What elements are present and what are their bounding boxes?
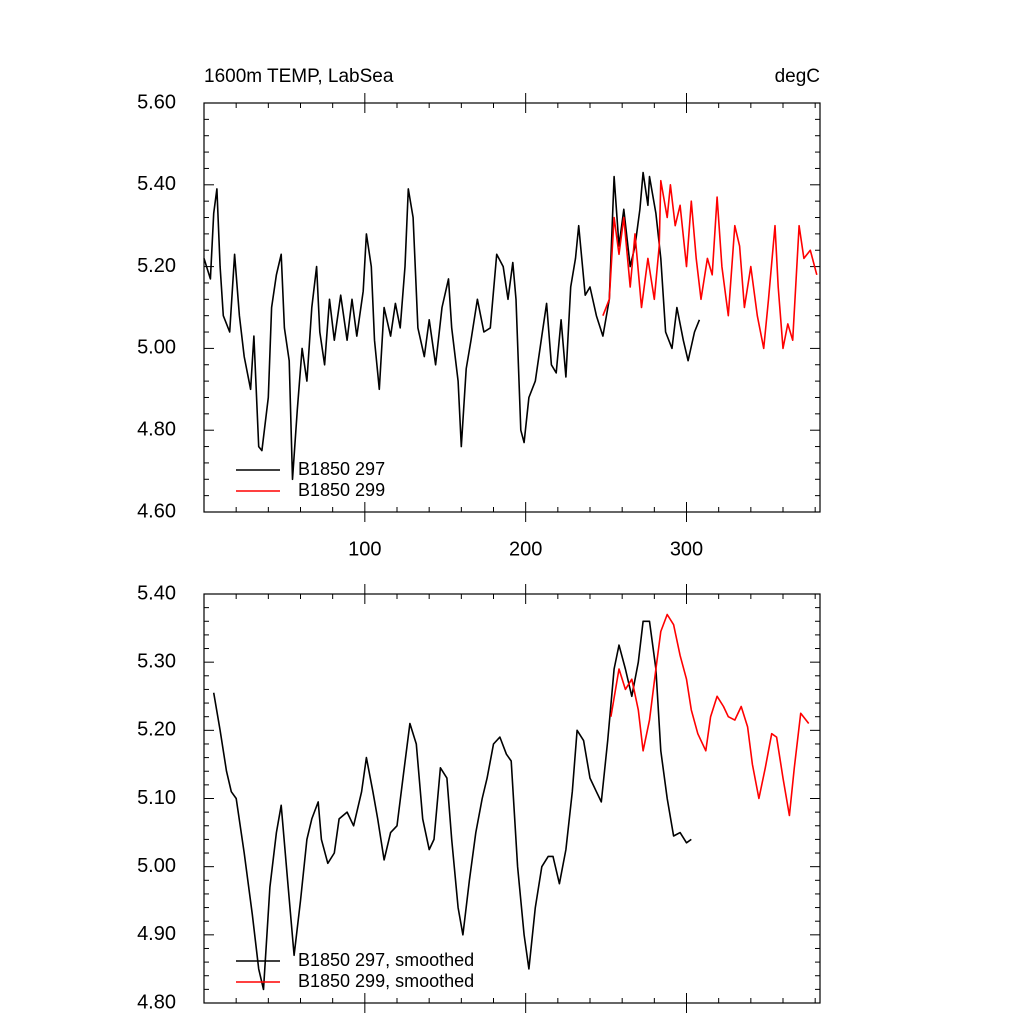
y-tick-label: 5.00 [137,855,176,877]
legend-label: B1850 299, smoothed [298,971,474,991]
y-tick-label: 4.80 [137,418,176,440]
y-tick-label: 5.40 [137,173,176,195]
x-tick-label: 300 [670,538,703,560]
y-tick-label: 5.60 [137,91,176,113]
data-line [212,620,692,991]
y-tick-label: 5.40 [137,582,176,604]
y-tick-label: 5.20 [137,255,176,277]
y-tick-label: 4.90 [137,923,176,945]
chart-title: 1600m TEMP, LabSea [204,66,394,87]
y-tick-label: 4.80 [137,991,176,1013]
y-tick-label: 5.00 [137,337,176,359]
x-tick-label: 200 [509,538,542,560]
legend-label: B1850 297, smoothed [298,950,474,970]
data-line [602,179,818,350]
data-line [610,613,810,817]
x-tick-label: 100 [348,538,381,560]
y-tick-label: 5.30 [137,650,176,672]
data-line [203,171,701,481]
y-tick-label: 5.10 [137,787,176,809]
legend-label: B1850 297 [298,459,385,479]
units-label: degC [775,66,820,87]
y-tick-label: 5.20 [137,719,176,741]
y-tick-label: 4.60 [137,500,176,522]
plot-frame [203,102,821,513]
legend-label: B1850 299 [298,480,385,500]
